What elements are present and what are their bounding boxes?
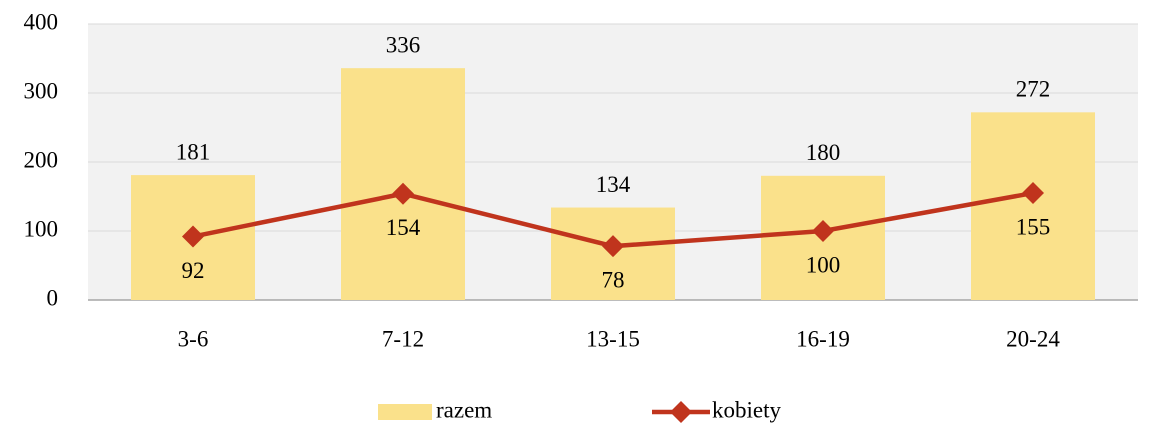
x-tick-label: 3-6	[178, 326, 209, 351]
bar	[971, 112, 1095, 300]
data-label: 154	[386, 215, 421, 240]
data-label: 100	[806, 252, 841, 277]
y-tick-label: 300	[24, 78, 59, 103]
x-tick-label: 16-19	[796, 326, 850, 351]
data-label: 92	[182, 258, 205, 283]
line-marker	[812, 220, 834, 242]
data-label: 180	[806, 140, 841, 165]
data-label: 272	[1016, 77, 1051, 102]
line-marker	[392, 182, 414, 205]
line-marker	[602, 235, 624, 258]
legend-label: kobiety	[712, 397, 781, 422]
legend-swatch	[378, 404, 432, 420]
x-tick-label: 13-15	[586, 326, 640, 351]
data-label: 155	[1016, 214, 1051, 239]
data-label: 181	[176, 139, 211, 164]
data-label: 134	[596, 172, 631, 197]
line-marker	[182, 225, 204, 248]
data-label: 336	[386, 32, 421, 57]
y-tick-label: 0	[47, 285, 59, 310]
y-tick-label: 100	[24, 216, 59, 241]
legend-label: razem	[436, 397, 492, 422]
y-tick-label: 400	[24, 9, 59, 34]
y-tick-label: 200	[24, 147, 59, 172]
data-label: 78	[602, 267, 625, 292]
legend-swatch	[670, 401, 692, 423]
line-marker	[1022, 182, 1044, 205]
x-tick-label: 7-12	[382, 326, 424, 351]
x-tick-label: 20-24	[1006, 326, 1060, 351]
